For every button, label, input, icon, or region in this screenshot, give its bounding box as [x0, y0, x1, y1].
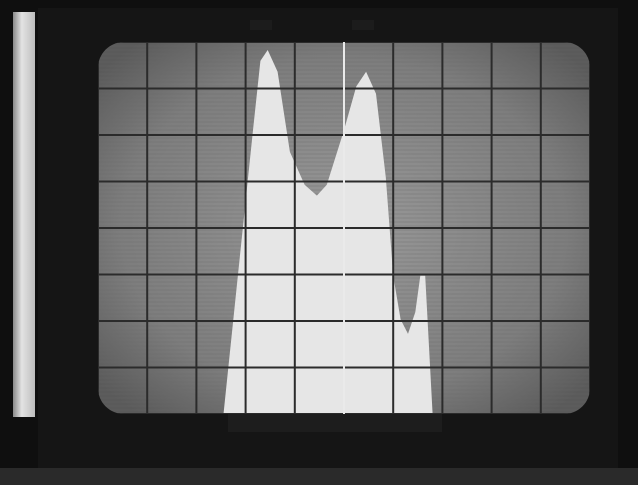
signal-trace: [223, 50, 433, 414]
bezel-mark-left: [250, 20, 272, 30]
bottom-edge: [0, 468, 638, 485]
screen-foot: [228, 414, 442, 432]
left-side-panel: [13, 12, 35, 417]
bezel-mark-right: [352, 20, 374, 30]
